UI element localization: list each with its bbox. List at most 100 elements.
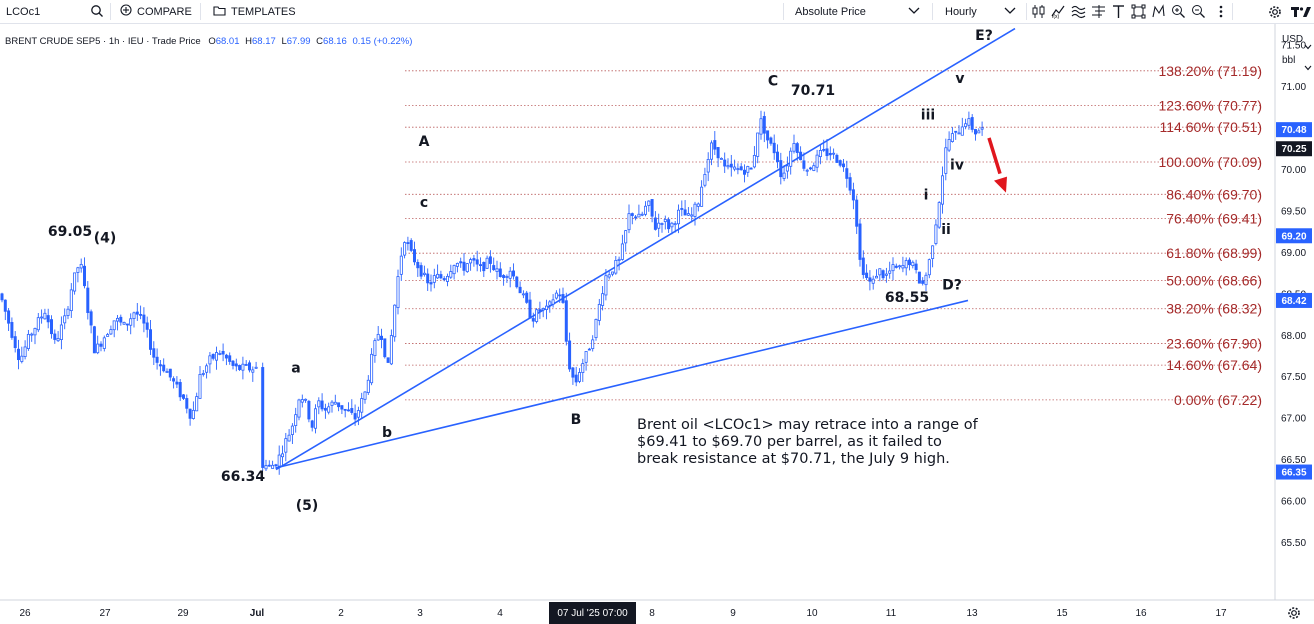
compare-label: COMPARE xyxy=(137,5,192,18)
symbol-input[interactable]: LCOc1 xyxy=(6,5,41,18)
svg-text:f(x): f(x) xyxy=(1052,14,1060,19)
candle-body xyxy=(601,293,605,306)
candle-body xyxy=(690,214,694,217)
chevron-down-icon[interactable] xyxy=(1304,58,1312,76)
candle-body xyxy=(195,396,199,412)
templates-button[interactable]: TEMPLATES xyxy=(213,0,296,23)
candle-body xyxy=(89,311,93,326)
unit-label[interactable]: bbl xyxy=(1282,55,1296,66)
more-options-icon[interactable] xyxy=(1212,3,1229,20)
fib-level-label: 123.60% (70.77) xyxy=(1158,98,1262,114)
candle-body xyxy=(878,268,882,276)
time-tick-label: 8 xyxy=(649,608,655,619)
compare-button[interactable]: COMPARE xyxy=(120,0,192,23)
candle-body xyxy=(284,438,288,453)
candle-body xyxy=(512,270,516,277)
candle-body xyxy=(891,264,895,272)
candle-body xyxy=(353,413,357,420)
time-tick-label: 2 xyxy=(338,608,344,619)
candle-body xyxy=(432,275,436,283)
candle-body xyxy=(521,293,525,296)
price-tag-box xyxy=(1276,228,1312,244)
price-axis[interactable]: 71.5071.0070.5070.0069.5069.0068.5068.00… xyxy=(1274,24,1312,600)
candle-body xyxy=(614,260,618,274)
fib-icon[interactable] xyxy=(1070,3,1087,20)
candle-body xyxy=(135,311,139,315)
zoom-out-icon[interactable] xyxy=(1190,3,1207,20)
time-tick-label: 27 xyxy=(99,608,111,619)
candle-body xyxy=(492,265,496,271)
zoom-in-icon[interactable] xyxy=(1170,3,1187,20)
wave-label: 68.55 xyxy=(885,290,929,306)
candle-body xyxy=(224,354,228,359)
candle-body xyxy=(855,199,859,227)
candle-body xyxy=(442,278,446,281)
time-axis[interactable]: 26 27 29 Jul 2 3 4 8 9 10 11 13 15 16 17 07 Jul '25 07:… xyxy=(0,599,1314,624)
fib-level-label: 76.40% (69.41) xyxy=(1166,210,1262,226)
candle-body xyxy=(297,399,301,418)
candle-body xyxy=(706,159,710,173)
candle-body xyxy=(792,143,796,152)
chevron-down-icon xyxy=(1004,6,1016,18)
price-tick-label: 68.00 xyxy=(1281,331,1306,342)
candle-body xyxy=(10,322,14,338)
candle-body xyxy=(419,265,423,277)
candle-body xyxy=(967,118,971,126)
candle-body xyxy=(964,123,968,127)
candle-body xyxy=(663,218,667,223)
ohlc-high-label: H xyxy=(245,36,253,47)
candle-body xyxy=(561,294,565,303)
candle-body xyxy=(181,394,185,399)
time-tick-label: 26 xyxy=(19,608,31,619)
candle-body xyxy=(363,391,367,400)
candle-body xyxy=(505,276,509,278)
fib-level-label: 50.00% (68.66) xyxy=(1166,273,1262,289)
candle-body xyxy=(749,167,753,170)
candle-body xyxy=(881,270,885,279)
candle-body xyxy=(310,420,314,428)
toolbar-divider xyxy=(1232,3,1233,20)
chevron-down-icon[interactable] xyxy=(1304,37,1312,55)
candle-body xyxy=(188,408,192,419)
ohlc-change: 0.15 (+0.22%) xyxy=(352,36,413,47)
candle-body xyxy=(69,289,73,312)
gear-icon[interactable] xyxy=(1266,3,1283,20)
wave-label: D? xyxy=(942,278,962,294)
candles-icon[interactable] xyxy=(1030,3,1047,20)
pattern-tool-icon[interactable] xyxy=(1150,3,1167,20)
time-tick-label: 29 xyxy=(177,608,189,619)
candle-body xyxy=(389,335,393,365)
candle-body xyxy=(769,137,773,144)
candle-body xyxy=(96,343,100,354)
levels-icon[interactable] xyxy=(1090,3,1107,20)
candle-body xyxy=(241,363,245,371)
candle-body xyxy=(251,369,255,373)
text-tool-icon[interactable] xyxy=(1110,3,1127,20)
settings-gear-icon[interactable] xyxy=(1287,606,1301,623)
symbol-search-box[interactable]: LCOc1 xyxy=(0,0,110,23)
candle-body xyxy=(0,293,4,301)
candle-body xyxy=(528,299,532,319)
indicators-icon[interactable]: f(x) xyxy=(1050,3,1067,20)
candle-body xyxy=(531,318,535,322)
currency-label[interactable]: USD xyxy=(1282,34,1304,45)
rectangle-tool-icon[interactable] xyxy=(1130,3,1147,20)
candle-body xyxy=(346,409,350,412)
candle-body xyxy=(33,328,37,336)
candle-body xyxy=(313,408,317,429)
candle-body xyxy=(686,213,690,216)
candle-body xyxy=(634,216,638,219)
price-mode-select[interactable]: Absolute Price xyxy=(786,0,928,23)
candle-body xyxy=(868,277,872,282)
candle-body xyxy=(287,434,291,442)
instrument-name: BRENT CRUDE SEP5 · 1h · IEU · Trade Pric… xyxy=(5,36,201,47)
search-icon[interactable] xyxy=(90,4,104,21)
interval-select[interactable]: Hourly xyxy=(936,0,1024,23)
tradingview-logo-icon[interactable] xyxy=(1290,3,1312,20)
price-tick-label: 67.50 xyxy=(1281,372,1306,383)
candle-body xyxy=(340,405,344,410)
candle-body xyxy=(970,117,974,130)
price-chart[interactable]: 161.80% (71.86)138.20% (71.19)123.60% (7… xyxy=(0,24,1314,624)
candle-body xyxy=(83,265,87,287)
candle-body xyxy=(264,465,268,470)
